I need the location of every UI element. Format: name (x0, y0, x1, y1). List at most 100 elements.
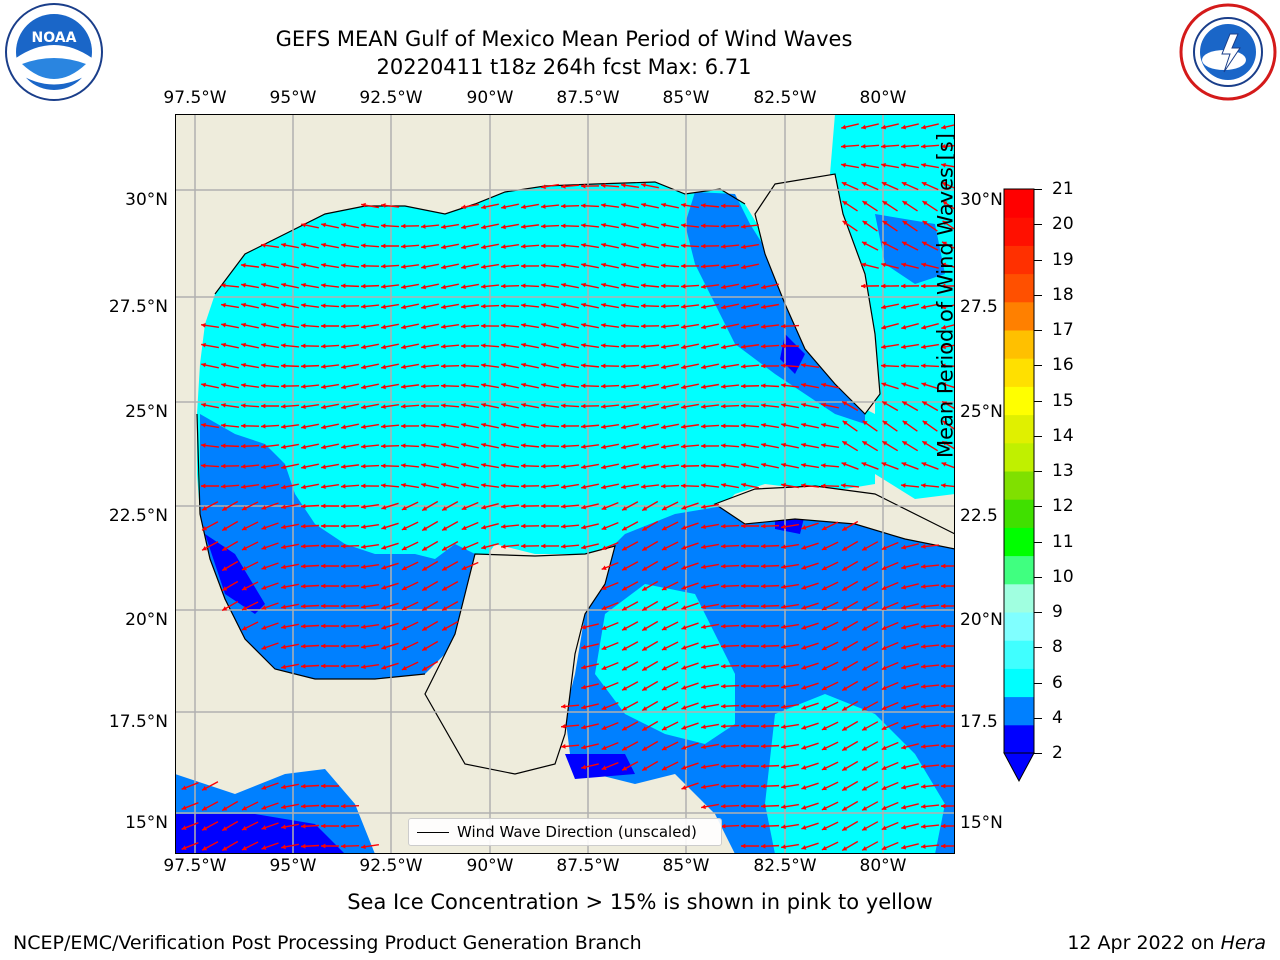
lon-tick-bot: 90°W (466, 856, 514, 876)
wind-arrow-head (681, 665, 687, 670)
wind-arrow-head (661, 404, 666, 410)
wind-arrow-head (621, 323, 626, 329)
wind-arrow-head (321, 384, 326, 390)
wind-arrow-head (521, 322, 526, 328)
wind-arrow-head (301, 503, 306, 509)
wind-arrow-head (761, 823, 766, 829)
wind-arrow-head (862, 566, 868, 571)
wind-arrow-head (941, 283, 946, 289)
colorbar-segment (1004, 668, 1034, 698)
wind-arrow-head (921, 124, 927, 130)
wind-arrow-head (381, 665, 387, 670)
wind-arrow-head (221, 362, 226, 368)
wind-arrow-head (381, 203, 386, 208)
wind-arrow-head (761, 403, 766, 408)
wind-arrow-head (721, 603, 726, 609)
wind-arrow-head (261, 282, 266, 288)
lon-tick-bot: 82.5°W (753, 856, 817, 876)
wind-arrow-head (601, 525, 607, 530)
wind-arrow-head (181, 845, 187, 850)
wind-arrow-head (422, 526, 428, 531)
wind-arrow-head (721, 783, 726, 789)
colorbar-tick: 17 (1052, 320, 1074, 340)
wind-arrow-head (681, 324, 686, 330)
wind-arrow-head (941, 344, 946, 350)
wind-arrow-head (381, 585, 387, 590)
wind-arrow-head (661, 202, 666, 208)
lon-tick-top: 82.5°W (753, 88, 817, 108)
colorbar-segment (1004, 555, 1034, 585)
footer-credit: NCEP/EMC/Verification Post Processing Pr… (13, 932, 642, 954)
wind-arrow-head (801, 585, 807, 590)
wind-arrow-head (921, 744, 926, 749)
wind-arrow-head (721, 223, 726, 229)
wind-arrow-head (261, 484, 266, 490)
wind-arrow-head (281, 844, 286, 850)
wind-arrow-head (862, 606, 868, 611)
wind-arrow-head (321, 563, 326, 569)
wind-arrow-head (921, 382, 927, 387)
wind-arrow-head (801, 362, 806, 368)
wind-arrow-head (741, 482, 746, 488)
florida-land (754, 173, 881, 415)
wind-arrow-head (821, 765, 827, 771)
colorbar-tick: 12 (1052, 496, 1074, 517)
wind-arrow-head (901, 604, 907, 610)
wind-arrow-head (601, 565, 607, 570)
wind-arrow-head (521, 283, 526, 289)
wind-arrow-head (781, 704, 786, 710)
wind-arrow-head (321, 444, 326, 450)
wind-arrow-head (601, 545, 607, 550)
wind-arrow-head (301, 803, 306, 809)
colorbar-segment (1004, 640, 1034, 669)
wind-arrow-head (222, 606, 228, 611)
wind-arrow-head (601, 605, 607, 610)
wind-arrow-head (621, 363, 626, 369)
wind-arrow-head (841, 462, 847, 467)
wind-arrow-head (181, 805, 187, 810)
wind-arrow-head (761, 523, 766, 529)
wind-arrow-head (561, 524, 566, 529)
wind-arrow-head (781, 724, 786, 730)
wind-arrow-head (381, 463, 386, 469)
wind-arrow-head (261, 302, 266, 308)
wind-arrow-head (361, 324, 366, 330)
wind-arrow-head (661, 283, 666, 289)
wind-arrow-head (381, 565, 387, 570)
wind-arrow-head (381, 545, 387, 550)
wind-arrow-head (321, 663, 326, 669)
wind-arrow-head (261, 625, 267, 630)
wind-arrow-head (241, 845, 247, 851)
wind-arrow-head (321, 823, 326, 829)
wind-arrow-head (781, 524, 786, 530)
colorbar-segment (1004, 442, 1034, 472)
wind-arrow-head (581, 423, 586, 429)
wind-arrow-head (341, 523, 346, 529)
wind-arrow-head (761, 543, 766, 549)
wind-arrow-head (881, 241, 887, 247)
wind-arrow-head (661, 324, 666, 329)
wind-arrow-head (901, 564, 907, 570)
colorbar-segment (1004, 330, 1034, 359)
wind-arrow-head (361, 424, 366, 430)
lat-tick-left: 27.5°N (108, 297, 168, 317)
wind-arrow-head (701, 203, 706, 208)
wind-arrow-head (862, 546, 868, 551)
wind-arrow-head (781, 824, 786, 830)
wind-arrow-head (321, 843, 326, 849)
wind-arrow-head (941, 783, 946, 789)
wind-arrow-head (862, 806, 868, 811)
wind-arrow-head (442, 566, 448, 571)
wind-arrow-head (642, 706, 648, 711)
wind-arrow-head (381, 384, 386, 390)
wind-arrow-head (761, 623, 766, 629)
wind-arrow-head (721, 703, 726, 709)
wind-arrow-head (601, 484, 606, 490)
wind-arrow-head (481, 422, 486, 428)
wind-arrow-head (642, 506, 648, 511)
wind-arrow-head (681, 705, 687, 710)
wind-arrow-head (721, 304, 726, 310)
wind-arrow-head (361, 202, 366, 208)
wind-arrow-head (801, 382, 806, 388)
wind-arrow-head (401, 482, 406, 488)
